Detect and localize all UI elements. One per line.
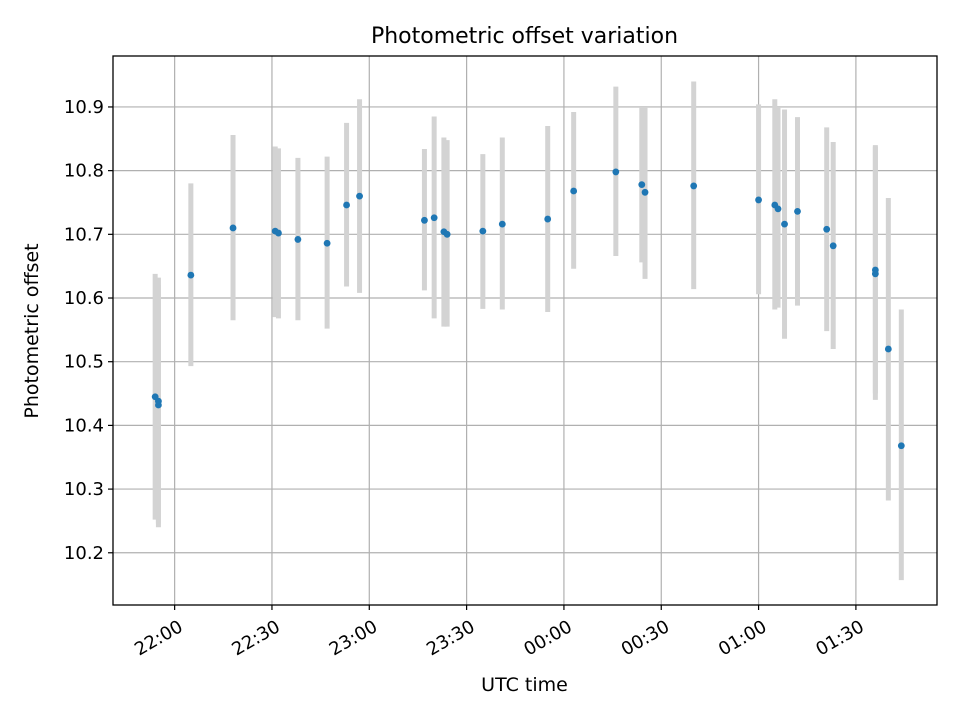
data-point	[755, 196, 762, 204]
data-point	[690, 182, 698, 190]
data-point	[544, 215, 552, 223]
y-tick-label: 10.2	[64, 543, 104, 564]
data-point	[794, 208, 801, 215]
x-tick-label: 00:00	[520, 616, 575, 660]
x-tick-label: 23:00	[326, 616, 381, 660]
data-point	[275, 229, 282, 237]
data-point	[897, 442, 905, 450]
y-tick-label: 10.9	[64, 97, 104, 118]
data-point	[343, 201, 350, 209]
x-tick-label: 01:00	[715, 616, 770, 660]
y-tick-label: 10.3	[64, 479, 104, 500]
y-tick-label: 10.6	[64, 288, 104, 309]
data-point	[323, 239, 331, 247]
chart-title: Photometric offset variation	[371, 24, 678, 49]
data-point	[612, 168, 620, 176]
data-point	[823, 225, 831, 233]
x-axis-label: UTC time	[481, 674, 568, 696]
data-point	[479, 227, 487, 235]
x-tick-label: 01:30	[812, 616, 867, 660]
data-point	[570, 187, 578, 195]
data-point	[774, 205, 782, 213]
x-tick-label: 00:30	[618, 616, 673, 660]
error-bars	[152, 81, 904, 581]
data-point	[187, 271, 195, 279]
data-point	[356, 192, 363, 200]
data-point	[641, 188, 649, 196]
data-points	[151, 168, 905, 450]
data-point	[443, 230, 451, 238]
data-point	[294, 236, 302, 243]
data-point	[229, 224, 237, 232]
y-tick-label: 10.7	[64, 224, 104, 245]
x-tick-label: 22:30	[228, 616, 283, 660]
data-point	[871, 270, 879, 278]
y-axis-label: Photometric offset	[21, 243, 43, 418]
data-point	[421, 216, 428, 224]
x-axis-ticks: 22:00 22:30 23:00 23:30 00:00 00:30 01:00 01:30	[131, 605, 868, 660]
x-tick-label: 23:30	[423, 616, 478, 660]
data-point	[781, 220, 788, 228]
y-tick-label: 10.8	[64, 161, 104, 182]
y-tick-label: 10.4	[64, 415, 104, 436]
plot-frame	[112, 55, 938, 606]
data-point	[884, 345, 892, 353]
y-tick-label: 10.5	[64, 352, 104, 373]
grid	[113, 56, 937, 605]
data-point	[430, 214, 438, 222]
data-point	[829, 242, 837, 250]
data-point	[498, 220, 506, 228]
data-point	[638, 181, 646, 189]
x-tick-label: 22:00	[131, 616, 186, 660]
y-axis-ticks: 10.2 10.3 10.4 10.5 10.6 10.7 10.8 10.9	[64, 97, 113, 564]
data-point	[155, 397, 162, 405]
